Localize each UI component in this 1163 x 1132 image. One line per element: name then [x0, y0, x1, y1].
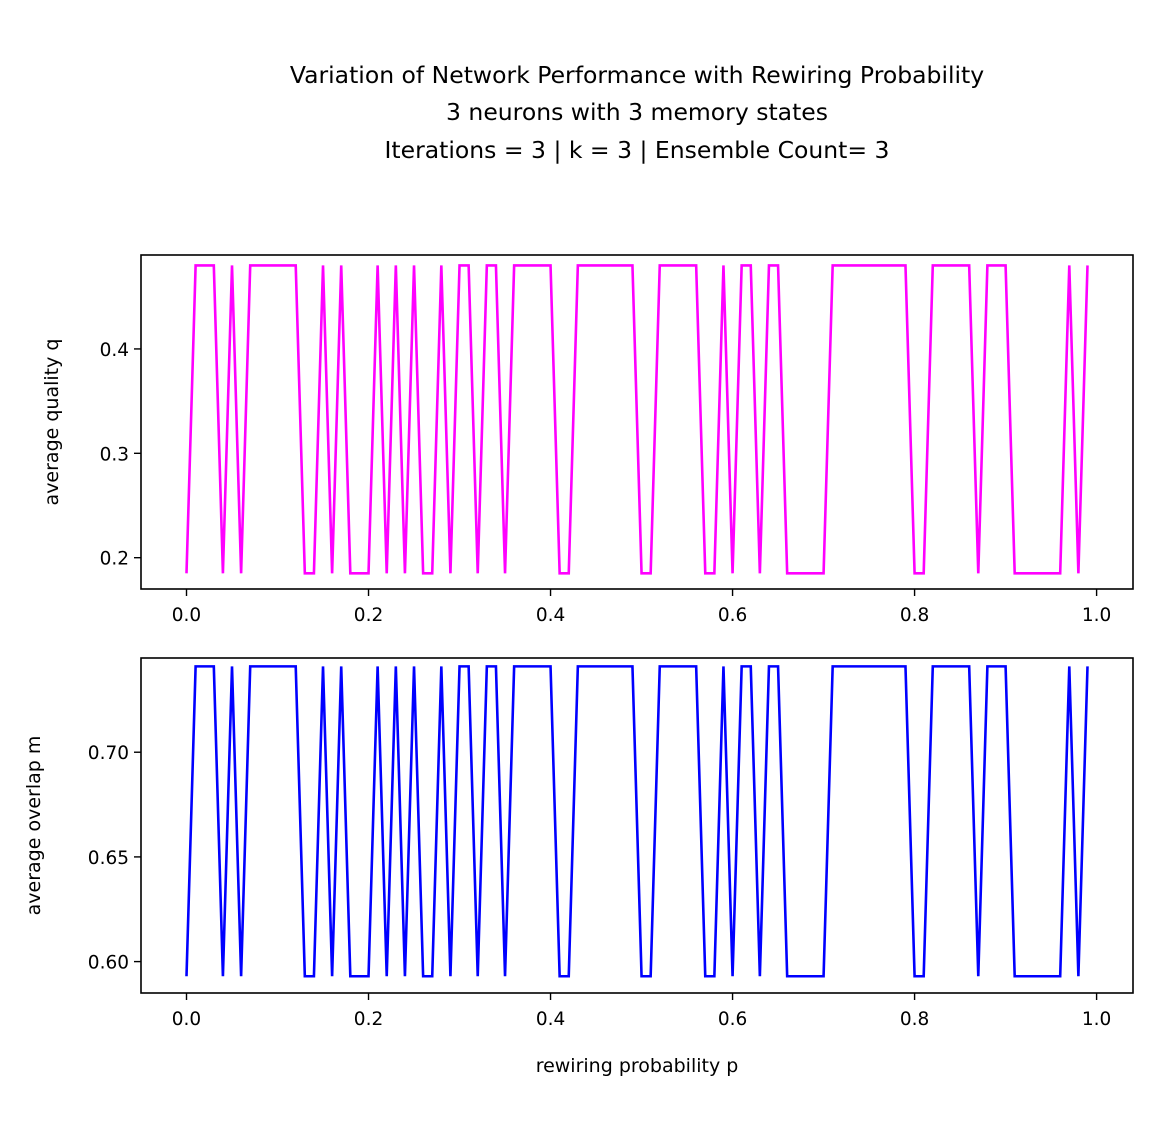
- overlap-x-tick-label: 0.0: [172, 1009, 201, 1030]
- overlap-x-tick-label: 0.2: [354, 1009, 383, 1030]
- title-line-1: Variation of Network Performance with Re…: [290, 61, 984, 89]
- quality-axes-frame: [140, 254, 1134, 590]
- overlap-plot: 0.0 0.2 0.4 0.6 0.8 1.0 0.60 0.65 0.70 average ov…: [23, 657, 1134, 1077]
- title-line-3: Iterations = 3 | k = 3 | Ensemble Count=…: [384, 136, 889, 164]
- overlap-y-tick-label: 0.70: [88, 743, 129, 764]
- quality-y-tick-label: 0.2: [100, 549, 129, 570]
- quality-x-tick-label: 0.0: [172, 605, 201, 626]
- quality-x-tick-label: 0.6: [718, 605, 747, 626]
- quality-x-tick-label: 0.4: [536, 605, 565, 626]
- overlap-y-tick-label: 0.60: [88, 953, 129, 974]
- title-line-2: 3 neurons with 3 memory states: [446, 98, 828, 126]
- quality-plot: 0.0 0.2 0.4 0.6 0.8 1.0 0.2 0.3 0.4 average quali…: [41, 254, 1134, 626]
- overlap-series-line-0: [185, 665, 1089, 978]
- overlap-x-tick-label: 0.4: [536, 1009, 565, 1030]
- overlap-x-tick-label: 1.0: [1082, 1009, 1111, 1030]
- quality-y-axis-label: average quality q: [41, 339, 63, 506]
- overlap-y-axis-label: average overlap m: [23, 736, 45, 916]
- overlap-y-tick-label: 0.65: [88, 848, 129, 869]
- overlap-x-tick-label: 0.8: [900, 1009, 929, 1030]
- quality-y-tick-label: 0.4: [100, 340, 129, 361]
- figure-title: Variation of Network Performance with Re…: [290, 61, 984, 164]
- overlap-axes-frame: [140, 657, 1134, 994]
- quality-series-line-0: [185, 264, 1089, 575]
- overlap-x-axis-label: rewiring probability p: [536, 1055, 739, 1077]
- quality-x-tick-label: 0.8: [900, 605, 929, 626]
- quality-x-tick-label: 0.2: [354, 605, 383, 626]
- overlap-x-tick-label: 0.6: [718, 1009, 747, 1030]
- quality-x-tick-label: 1.0: [1082, 605, 1111, 626]
- quality-y-tick-label: 0.3: [100, 444, 129, 465]
